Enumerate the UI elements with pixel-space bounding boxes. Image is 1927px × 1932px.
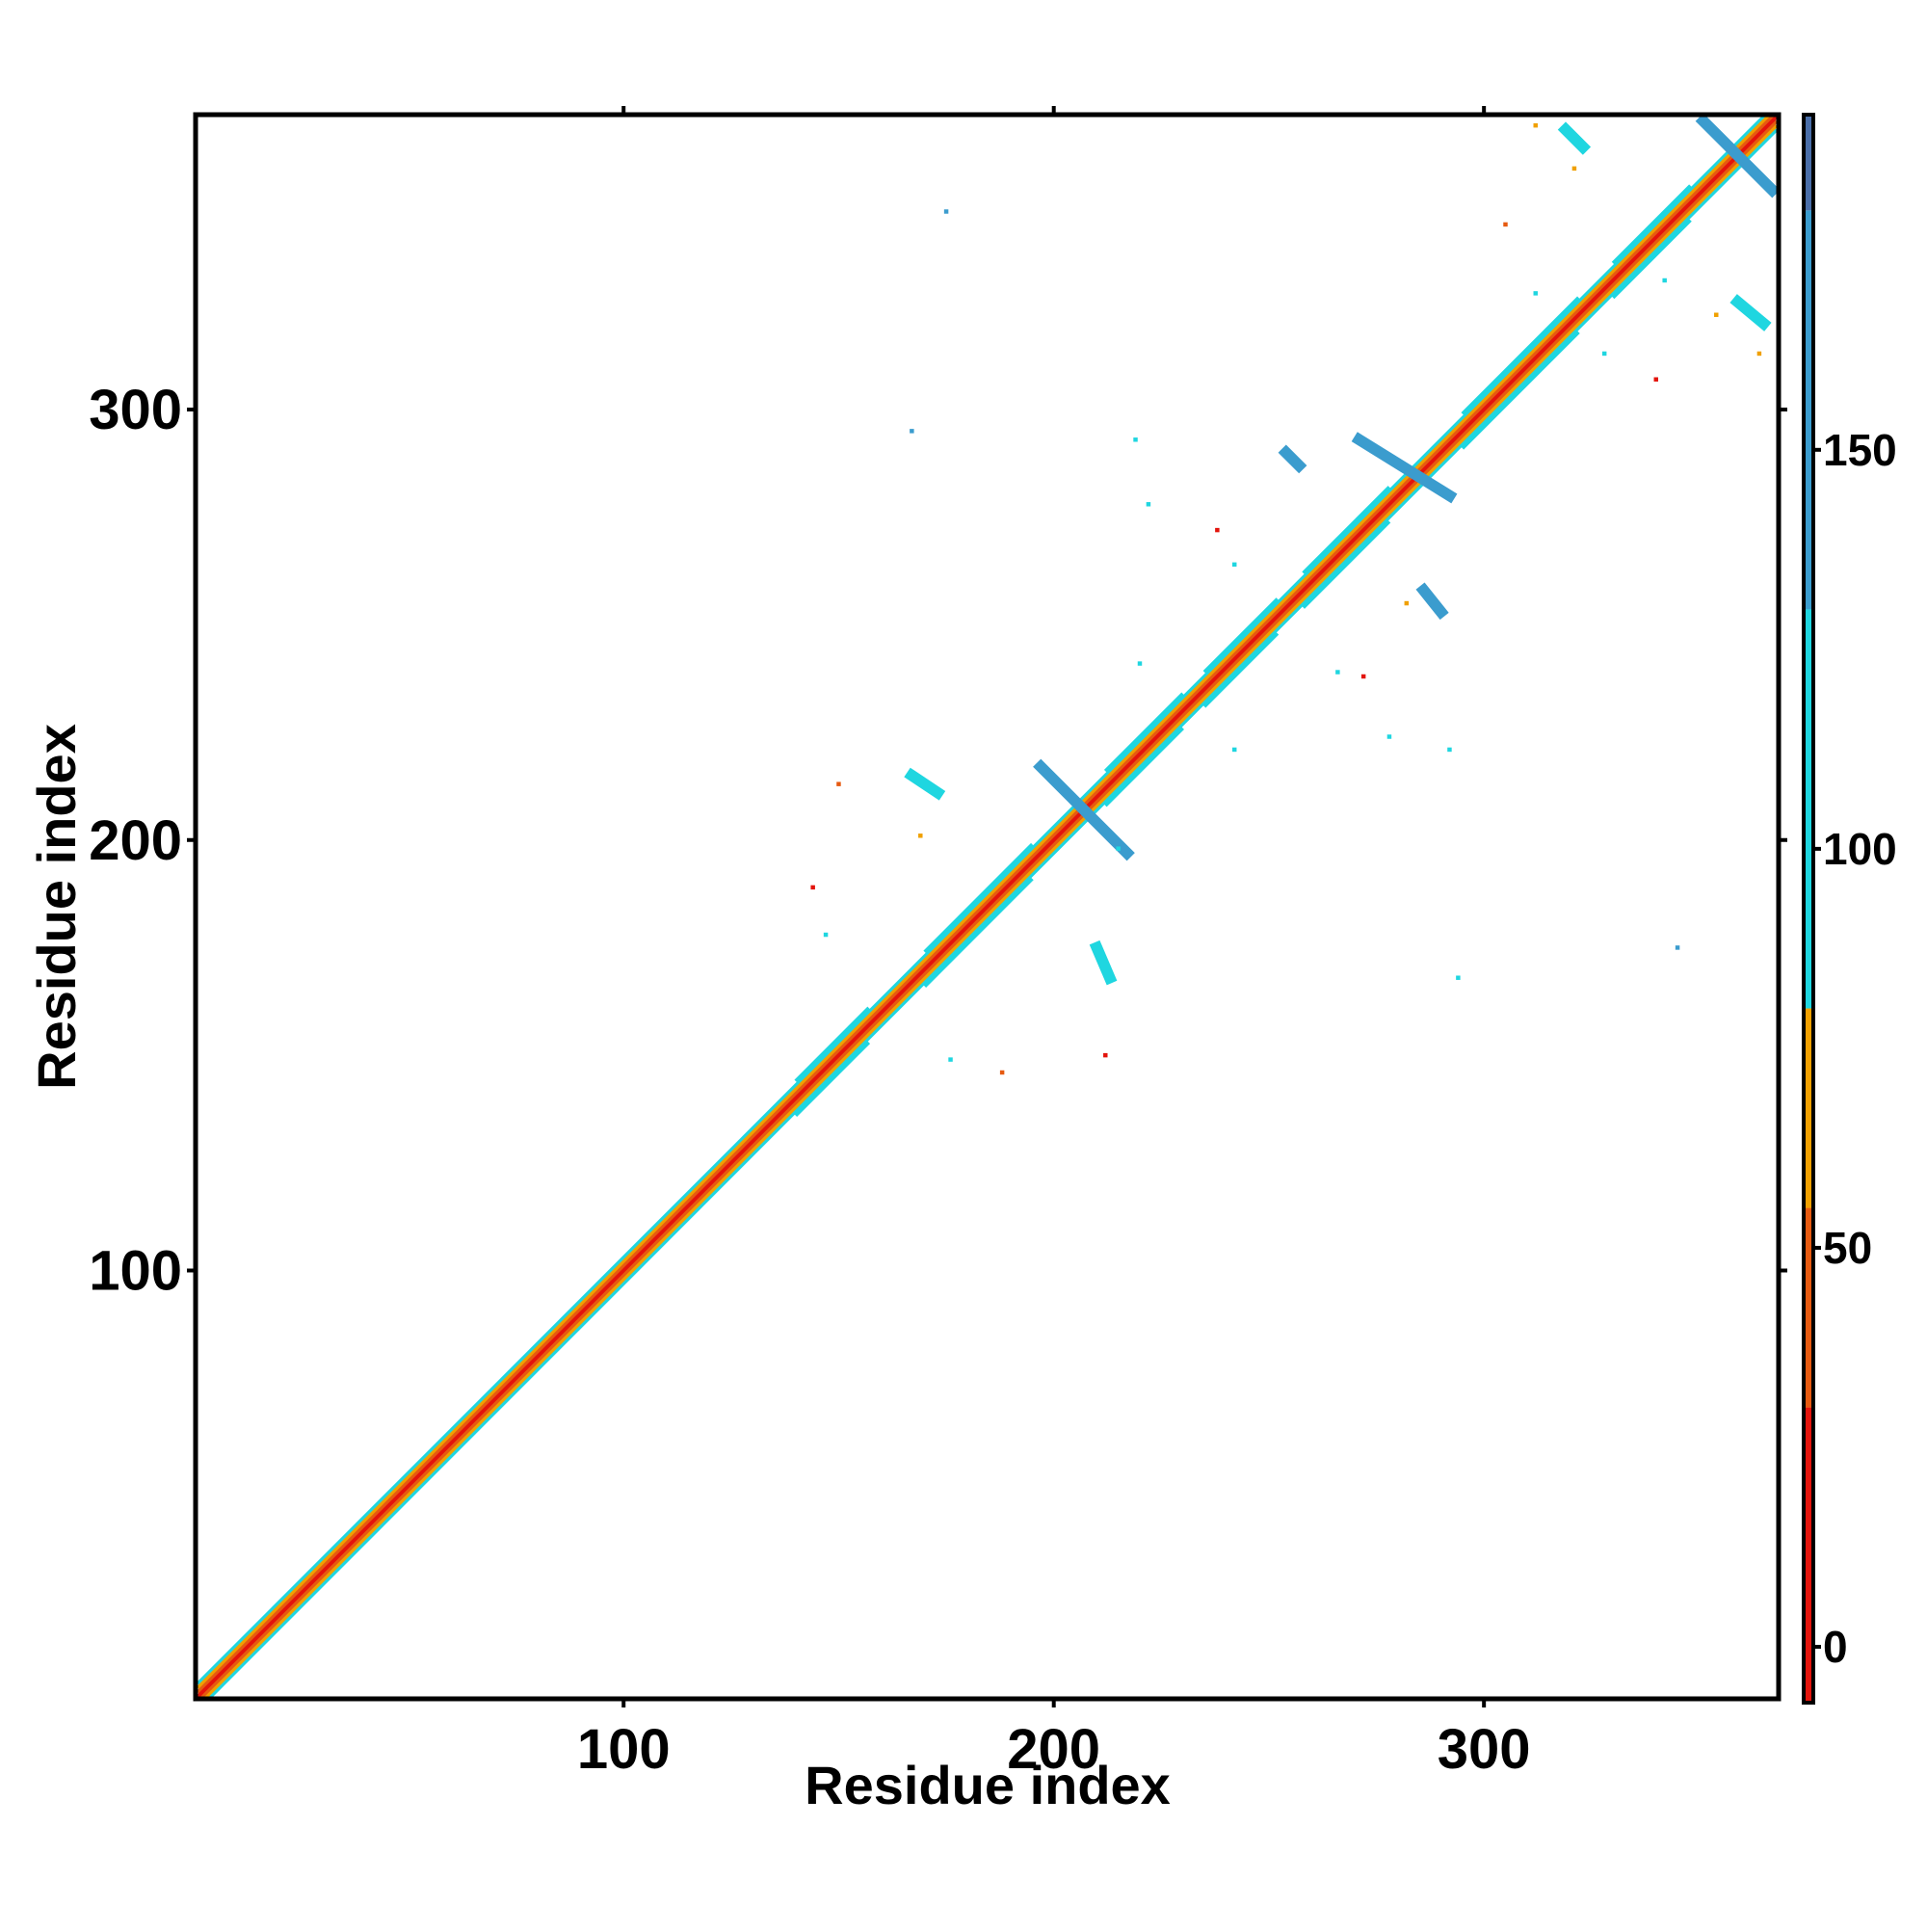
y-tick-label: 300: [89, 379, 182, 441]
diagonal-band: [1202, 597, 1280, 674]
x-tick-label: 200: [1007, 1718, 1100, 1781]
diagonal-band: [1103, 692, 1184, 773]
contact-cell: [918, 834, 923, 838]
contact-cell: [1137, 661, 1143, 666]
contact-cell: [1756, 351, 1762, 357]
contact-cell: [1456, 975, 1461, 980]
diagonal-band: [196, 115, 1769, 1685]
colorbar-tick-label: 0: [1823, 1622, 1848, 1672]
colorbar-segment: [1804, 1407, 1813, 1703]
contact-cell: [948, 1057, 953, 1062]
contact-cell: [1503, 222, 1508, 227]
contact-strand: [1089, 940, 1118, 986]
colorbar-tick-label: 100: [1823, 824, 1897, 874]
x-tick-label: 300: [1438, 1718, 1531, 1781]
colorbar-segment: [1804, 1008, 1813, 1208]
contact-cell: [1662, 278, 1667, 283]
contact-strand: [1033, 758, 1135, 861]
contact-cell: [1601, 351, 1607, 357]
diagonal-band: [196, 115, 1779, 1699]
contact-cell: [1714, 312, 1719, 317]
plot-area: [196, 115, 1779, 1699]
y-tick-label: 100: [89, 1239, 182, 1302]
contact-cell: [1215, 527, 1220, 533]
colorbar-segment: [1804, 609, 1813, 1009]
contact-cell: [943, 209, 949, 214]
diagonal-band: [1202, 631, 1280, 708]
contact-cell: [1675, 945, 1680, 950]
contact-cell: [1447, 747, 1452, 753]
contact-cell: [1133, 437, 1138, 442]
contact-cell: [1335, 670, 1340, 675]
contact-cell: [1231, 747, 1237, 753]
diagonal-band: [1611, 184, 1692, 265]
contact-strand: [1278, 444, 1307, 474]
colorbar-segment: [1804, 210, 1813, 610]
contact-cell: [999, 1070, 1005, 1075]
contact-strand: [1729, 294, 1772, 331]
contact-cell: [1533, 291, 1538, 296]
diagonal-band: [1461, 296, 1580, 415]
colorbar-segment: [1804, 115, 1813, 211]
diagonal-band: [794, 1006, 871, 1083]
colorbar-segment: [1804, 1207, 1813, 1408]
contact-cell: [1386, 734, 1392, 739]
contact-cell: [1360, 674, 1366, 679]
colorbar-frame: [1802, 113, 1815, 1705]
contact-cell: [910, 429, 914, 434]
contact-strand: [904, 767, 946, 801]
contact-cell: [810, 885, 815, 890]
contact-cell: [1653, 377, 1658, 382]
contact-cell: [1103, 1052, 1108, 1058]
colorbar-tick-label: 50: [1823, 1223, 1872, 1273]
contact-cell: [1146, 502, 1151, 507]
contact-cell: [1116, 846, 1121, 851]
contact-cell: [1533, 122, 1538, 128]
contact-strand: [1415, 582, 1449, 621]
diagonal-band: [197, 119, 1779, 1699]
diagonal-band: [201, 123, 1779, 1699]
colorbar-tick-label: 150: [1823, 425, 1897, 475]
x-axis-title: Residue index: [805, 1755, 1171, 1815]
y-tick-label: 200: [89, 809, 182, 872]
contact-cell: [823, 932, 829, 938]
x-tick-label: 100: [577, 1718, 671, 1781]
plot-frame: [193, 112, 1782, 1702]
contact-strand: [1695, 115, 1779, 198]
diagonal-band: [196, 115, 1773, 1690]
diagonal-band: [923, 842, 1034, 954]
y-axis-title: Residue index: [26, 724, 87, 1090]
contact-cell: [1571, 166, 1577, 172]
contact-strand: [1557, 121, 1592, 155]
diagonal-band: [1302, 519, 1391, 609]
diagonal-band: [1461, 331, 1580, 450]
diagonal-band: [923, 877, 1034, 988]
contact-cell: [1231, 562, 1237, 568]
contact-strand: [1351, 432, 1458, 504]
diagonal-band: [794, 1041, 871, 1118]
contact-cell: [1404, 600, 1410, 606]
diagonal-band: [205, 128, 1779, 1699]
diagonal-band: [1611, 219, 1692, 300]
contact-cell: [836, 781, 841, 786]
diagonal-band: [1302, 486, 1391, 575]
diagonal-band: [1103, 727, 1184, 807]
diagonal-band: [196, 115, 1778, 1694]
